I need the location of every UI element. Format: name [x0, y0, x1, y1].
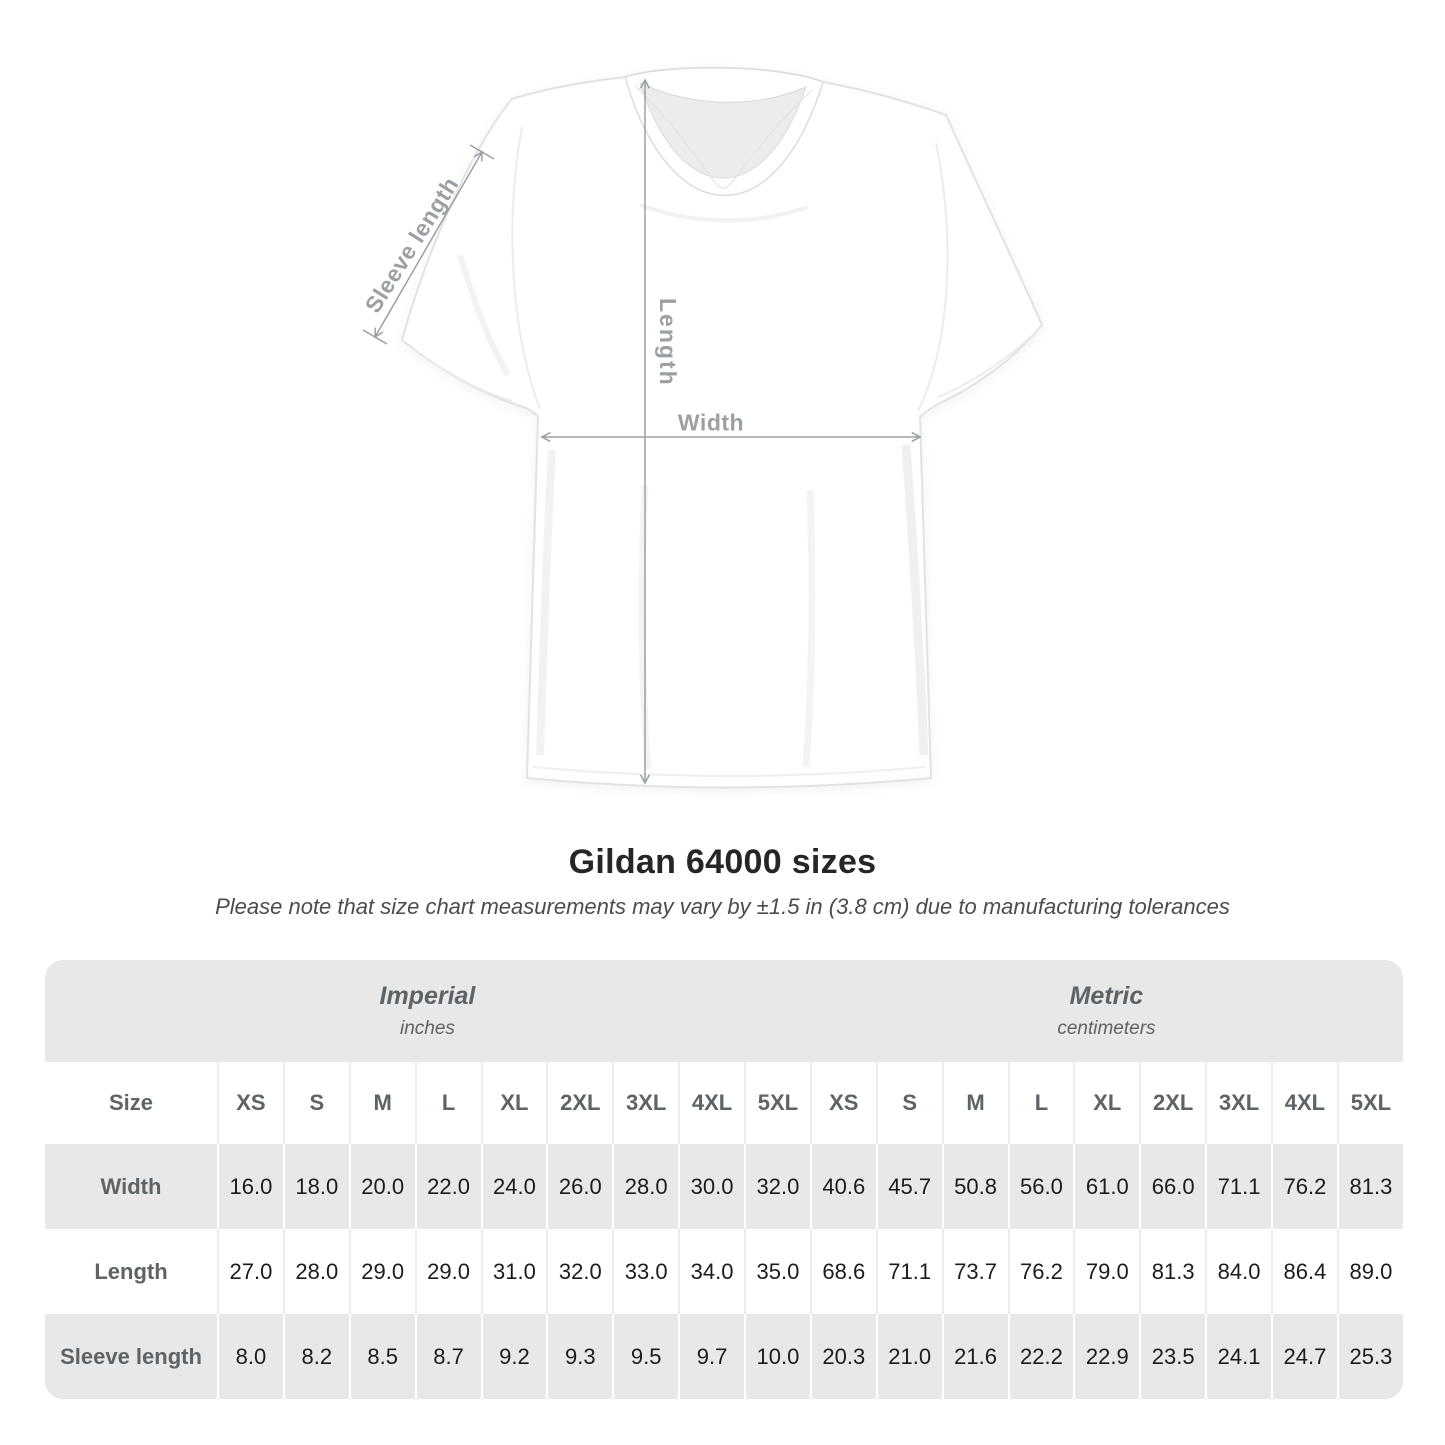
sleeve-length-value-cell: 24.7 [1271, 1314, 1337, 1399]
sleeve-length-value-cell: 23.5 [1139, 1314, 1206, 1399]
length-value-cell: 29.0 [348, 1229, 415, 1314]
length-value-cell: 33.0 [612, 1229, 679, 1314]
imperial-label: Imperial [379, 982, 476, 1010]
sleeve-length-value-cell: 25.3 [1336, 1314, 1403, 1399]
metric-units: centimeters [1057, 1018, 1156, 1039]
page-title: Gildan 64000 sizes [568, 843, 877, 881]
tshirt-diagram [362, 66, 1043, 789]
size-column-header: L [1007, 1062, 1074, 1144]
imperial-units: inches [399, 1018, 455, 1039]
size-column-header: S [875, 1062, 942, 1144]
size-column-header: XL [480, 1062, 547, 1144]
length-value-cell: 29.0 [414, 1229, 481, 1314]
size-column-header: 2XL [546, 1062, 613, 1144]
size-column-header: 5XL [1336, 1062, 1403, 1144]
length-value-cell: 81.3 [1139, 1229, 1206, 1314]
length-value-cell: 71.1 [875, 1229, 942, 1314]
size-column-header: 3XL [612, 1062, 679, 1144]
width-value-cell: 40.6 [809, 1144, 876, 1229]
width-value-cell: 20.0 [348, 1144, 415, 1229]
width-value-cell: 16.0 [217, 1144, 283, 1229]
size-column-header: XS [217, 1062, 283, 1144]
sleeve-length-value-cell: 20.3 [809, 1314, 876, 1399]
sleeve-length-value-cell: 8.0 [217, 1314, 283, 1399]
size-column-header: M [348, 1062, 415, 1144]
width-value-cell: 66.0 [1139, 1144, 1206, 1229]
size-column-header: XS [809, 1062, 876, 1144]
length-row: Length 27.0 28.0 29.0 29.0 31.0 32.0 33.0 34.0 3… [45, 1229, 1403, 1314]
width-value-cell: 45.7 [875, 1144, 942, 1229]
size-header-row: Size XS S M L XL 2XL 3XL 4XL 5XL XS S M L XL 2XL 3XL 4XL… [45, 1062, 1403, 1144]
unit-group-row: Imperial inches Metric centimeters [45, 960, 1403, 1062]
sleeve-length-value-cell: 22.9 [1073, 1314, 1140, 1399]
size-column-header: 2XL [1139, 1062, 1206, 1144]
size-table-grid: Imperial inches Metric centimeters Size … [45, 960, 1403, 1399]
size-table: Imperial inches Metric centimeters Size … [45, 960, 1403, 1399]
sleeve-length-row-label: Sleeve length [45, 1314, 217, 1399]
width-value-cell: 28.0 [612, 1144, 679, 1229]
sleeve-length-value-cell: 9.5 [612, 1314, 679, 1399]
length-value-cell: 76.2 [1007, 1229, 1074, 1314]
sleeve-length-arrow [374, 150, 483, 339]
size-row-label: Size [45, 1062, 217, 1144]
length-row-label: Length [45, 1229, 217, 1314]
length-value-cell: 28.0 [282, 1229, 349, 1314]
sleeve-length-value-cell: 9.2 [480, 1314, 547, 1399]
width-row: Width 16.0 18.0 20.0 22.0 24.0 26.0 28.0 30.0 32… [45, 1144, 1403, 1229]
sleeve-length-value-cell: 9.3 [546, 1314, 613, 1399]
sleeve-length-value-cell: 9.7 [678, 1314, 744, 1399]
sleeve-length-value-cell: 10.0 [744, 1314, 810, 1399]
width-value-cell: 22.0 [414, 1144, 481, 1229]
length-value-cell: 35.0 [744, 1229, 810, 1314]
width-value-cell: 76.2 [1271, 1144, 1337, 1229]
length-value-cell: 32.0 [546, 1229, 613, 1314]
sleeve-length-value-cell: 21.6 [941, 1314, 1008, 1399]
width-value-cell: 26.0 [546, 1144, 613, 1229]
sleeve-arrow-tick [469, 144, 495, 160]
sleeve-length-value-cell: 22.2 [1007, 1314, 1074, 1399]
sleeve-length-value-cell: 8.5 [348, 1314, 415, 1399]
size-column-header: L [414, 1062, 481, 1144]
width-value-cell: 24.0 [480, 1144, 547, 1229]
length-label: Length [655, 298, 681, 387]
size-column-header: XL [1073, 1062, 1140, 1144]
length-value-cell: 86.4 [1271, 1229, 1337, 1314]
width-value-cell: 71.1 [1205, 1144, 1271, 1229]
metric-group-header: Metric centimeters [809, 960, 1403, 1062]
tshirt-graphic [401, 66, 1043, 789]
length-value-cell: 89.0 [1336, 1229, 1403, 1314]
width-value-cell: 56.0 [1007, 1144, 1074, 1229]
size-column-header: M [941, 1062, 1008, 1144]
sleeve-length-value-cell: 21.0 [875, 1314, 942, 1399]
length-value-cell: 79.0 [1073, 1229, 1140, 1314]
width-label: Width [677, 409, 745, 436]
page-subtitle: Please note that size chart measurements… [215, 894, 1230, 919]
length-value-cell: 34.0 [678, 1229, 744, 1314]
sleeve-arrow-tick [362, 329, 388, 345]
size-column-header: 3XL [1205, 1062, 1271, 1144]
width-row-label: Width [45, 1144, 217, 1229]
sleeve-length-value-cell: 8.7 [414, 1314, 481, 1399]
imperial-group-header: Imperial inches [45, 960, 810, 1062]
metric-label: Metric [1069, 982, 1144, 1010]
width-value-cell: 32.0 [744, 1144, 810, 1229]
size-column-header: 5XL [744, 1062, 810, 1144]
length-value-cell: 27.0 [217, 1229, 283, 1314]
size-column-header: 4XL [678, 1062, 744, 1144]
length-value-cell: 73.7 [941, 1229, 1008, 1314]
sleeve-length-value-cell: 24.1 [1205, 1314, 1271, 1399]
width-value-cell: 61.0 [1073, 1144, 1140, 1229]
width-value-cell: 30.0 [678, 1144, 744, 1229]
size-column-header: 4XL [1271, 1062, 1337, 1144]
width-value-cell: 18.0 [282, 1144, 349, 1229]
size-column-header: S [282, 1062, 349, 1144]
sleeve-length-value-cell: 8.2 [282, 1314, 349, 1399]
width-value-cell: 81.3 [1336, 1144, 1403, 1229]
length-value-cell: 31.0 [480, 1229, 547, 1314]
width-value-cell: 50.8 [941, 1144, 1008, 1229]
length-value-cell: 68.6 [809, 1229, 876, 1314]
length-value-cell: 84.0 [1205, 1229, 1271, 1314]
sleeve-length-row: Sleeve length 8.0 8.2 8.5 8.7 9.2 9.3 9.5 9.7 10… [45, 1314, 1403, 1399]
